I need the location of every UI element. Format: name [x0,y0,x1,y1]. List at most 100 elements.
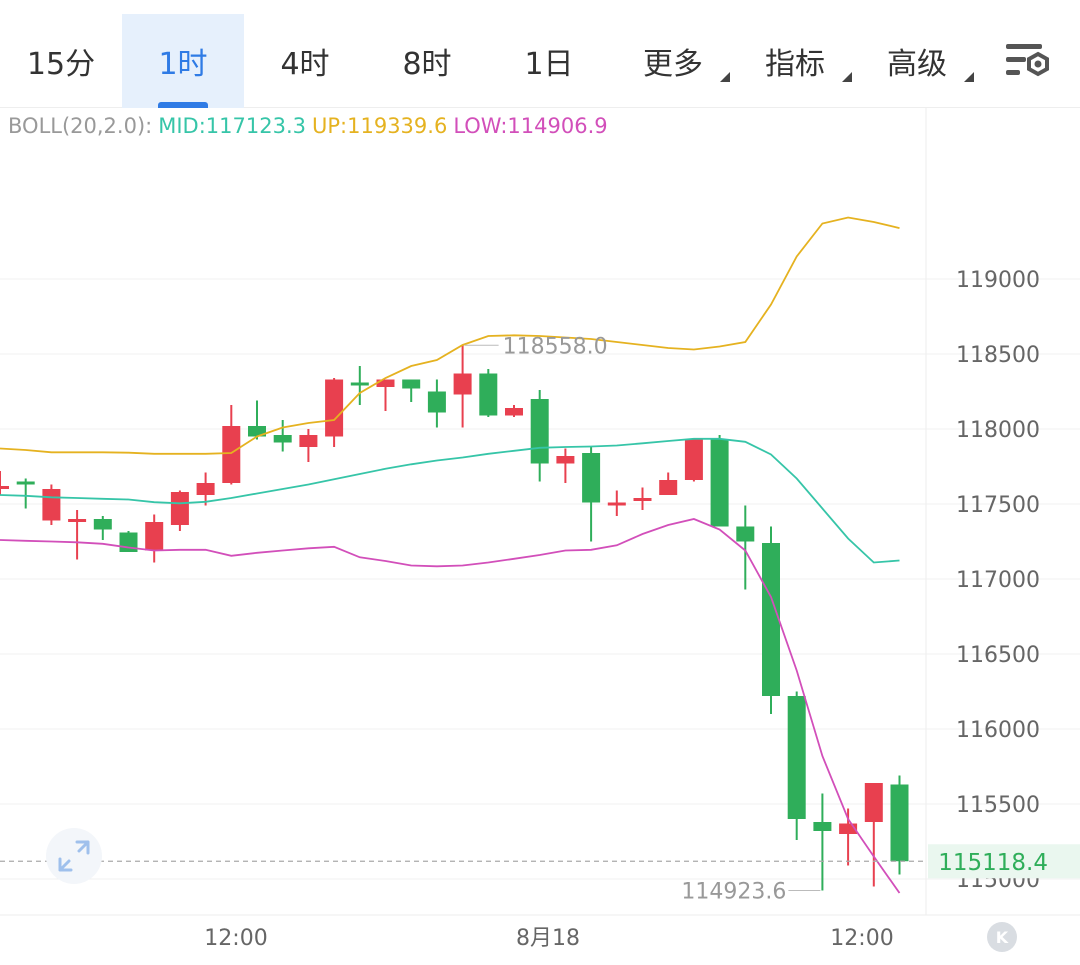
candle-body [222,426,241,483]
y-tick-label: 119000 [956,268,1040,293]
last-price-label: 115118.4 [938,850,1048,876]
x-tick-label: 8月18 [516,926,580,951]
dropdown-arrow-icon [842,72,852,82]
tab-1d[interactable]: 1日 [488,14,610,108]
active-tab-indicator [158,102,208,108]
y-tick-label: 118500 [956,343,1040,368]
candle [813,793,832,891]
candle [427,379,446,428]
candle [350,366,369,405]
expand-icon[interactable] [46,828,102,884]
candle [762,526,780,714]
candle-body [839,823,858,834]
tab-15min[interactable]: 15分 [0,14,122,108]
y-tick-label: 117500 [956,493,1040,518]
candle [479,369,498,417]
candle [684,439,703,482]
candle-body [350,382,369,386]
tab-advanced[interactable]: 高级 [874,14,974,108]
candle-body [0,486,9,489]
candle [659,472,678,495]
candle [402,379,421,402]
tab-label: 8时 [402,47,452,82]
candle [376,379,395,411]
y-tick-label: 115500 [956,793,1040,818]
last-price-tag [928,844,1080,879]
candle [505,405,523,417]
candle-body [453,373,472,395]
tab-label: 高级 [887,47,947,82]
tab-8h[interactable]: 8时 [366,14,488,108]
candle-body [273,435,292,443]
boll-name: BOLL(20,2.0): [8,114,153,138]
candlestick-chart[interactable]: 1150001155001160001165001170001175001180… [0,108,1080,965]
candle-body [607,502,626,506]
timeframe-tabbar: 15分 1时 4时 8时 1日 更多 指标 高级 [0,0,1080,108]
y-tick-label: 116000 [956,718,1040,743]
tab-1h[interactable]: 1时 [122,14,244,108]
candle-body [16,481,35,485]
candle [556,448,575,483]
boll-legend: BOLL(20,2.0): MID:117123.3 UP:119339.6 LOW:… [8,114,614,138]
candle [222,405,241,485]
high-price-label: 118558.0 [503,334,608,359]
candle-body [402,379,421,389]
candle-body [556,456,575,464]
boll-upper-line [0,216,900,455]
tab-label: 1时 [158,47,208,82]
candle-body [42,489,61,521]
candle-body [505,408,523,416]
candle-body [170,492,189,525]
candle [196,472,215,506]
candle [530,390,549,482]
candle-body [427,391,446,413]
tab-label: 指标 [765,47,825,82]
low-price-label: 114923.6 [681,879,786,904]
candle [736,505,755,590]
candle-body [864,783,883,822]
candle-body [145,522,164,551]
chart-settings-icon[interactable] [1000,38,1056,86]
candle [42,484,61,525]
y-tick-label: 116500 [956,643,1040,668]
candle-body [762,543,780,696]
tab-more[interactable]: 更多 [630,14,730,108]
candle-body [736,526,755,542]
candle [68,510,87,560]
tab-indicators[interactable]: 指标 [752,14,852,108]
candle [607,490,626,516]
candle-body [479,373,498,416]
tab-label: 更多 [643,47,703,82]
candle-body [582,453,601,503]
candle-body [684,439,703,480]
candle-body [710,439,729,527]
candle [787,691,806,840]
candle-body [633,498,652,501]
boll-up-value: UP:119339.6 [312,114,448,138]
dropdown-arrow-icon [720,72,730,82]
candle-body [890,784,909,862]
tab-label: 15分 [26,47,96,82]
candle-body [325,379,344,437]
candle [0,471,9,495]
tab-label: 4时 [280,47,330,82]
candle [299,429,318,462]
y-tick-label: 118000 [956,418,1040,443]
candle [248,400,266,440]
candle [93,516,112,540]
boll-lower-line [0,518,901,894]
candle [890,775,909,875]
scroll-to-latest-icon[interactable]: K [987,922,1017,952]
candle [864,783,883,887]
tab-4h[interactable]: 4时 [244,14,366,108]
candle [633,487,652,510]
candle-body [530,399,549,464]
boll-mid-line [0,437,900,564]
boll-mid-value: MID:117123.3 [158,114,306,138]
candle-body [659,480,678,495]
candle [273,420,292,452]
candle [582,447,601,542]
x-tick-label: 12:00 [830,926,893,951]
candle-body [248,426,266,437]
boll-low-value: LOW:114906.9 [453,114,608,138]
